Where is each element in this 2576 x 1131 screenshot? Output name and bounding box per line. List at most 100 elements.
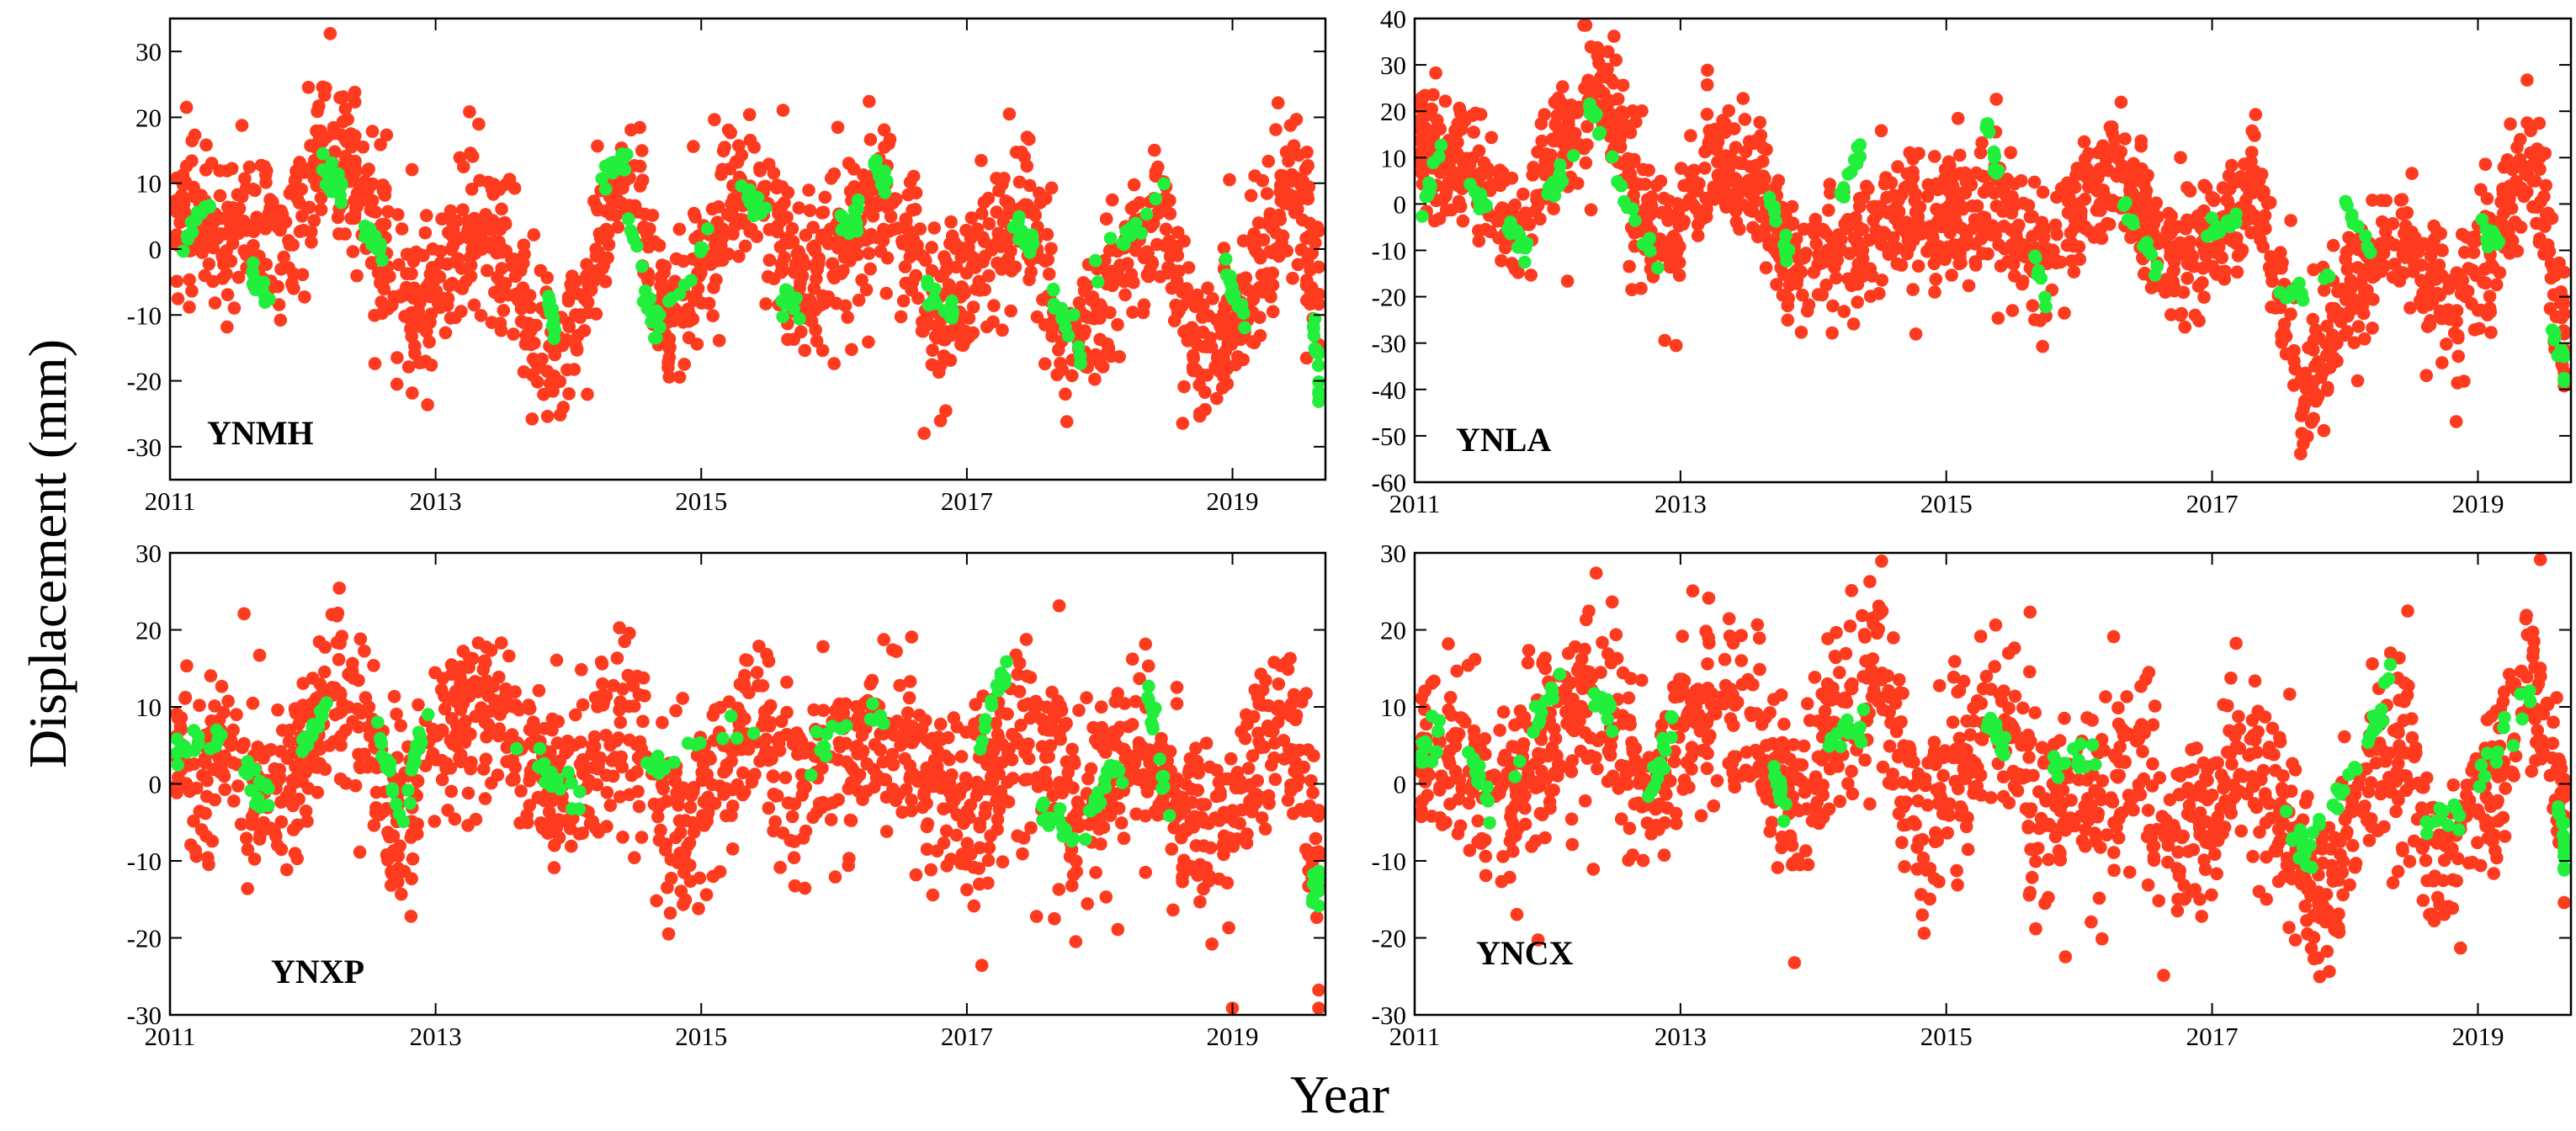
point-red [2164, 308, 2178, 321]
point-red [220, 288, 235, 302]
point-red [975, 207, 989, 220]
point-red [1012, 685, 1027, 698]
point-red [2450, 276, 2464, 290]
point-red [824, 813, 838, 826]
point-red [1103, 305, 1117, 320]
point-red [1654, 174, 1668, 188]
point-red [367, 659, 380, 672]
point-red [374, 138, 387, 151]
point-green [324, 184, 338, 199]
point-red [171, 292, 185, 305]
y-tick-label: -20 [1372, 283, 1406, 312]
point-red [2486, 261, 2500, 274]
point-red [1230, 766, 1245, 779]
point-red [442, 226, 455, 240]
point-red [237, 736, 251, 751]
point-red [2449, 415, 2463, 428]
point-green [1157, 177, 1171, 191]
point-red [341, 113, 355, 126]
point-red [794, 325, 808, 339]
point-red [429, 753, 443, 767]
point-red [611, 220, 625, 234]
point-red [1463, 158, 1477, 172]
point-red [1022, 178, 1037, 193]
point-red [1785, 199, 1799, 214]
point-red [2431, 263, 2445, 277]
point-green [793, 312, 806, 326]
point-red [981, 191, 996, 205]
point-red [750, 666, 764, 679]
point-red [1281, 794, 1295, 807]
point-red [1137, 251, 1151, 265]
point-red [2069, 201, 2083, 215]
point-red [2424, 249, 2438, 263]
point-red [542, 805, 556, 819]
point-red [1675, 216, 1688, 230]
point-red [338, 158, 352, 172]
point-red [2135, 162, 2148, 176]
point-red [876, 773, 890, 786]
point-red [1458, 114, 1472, 128]
point-red [939, 824, 953, 838]
point-red [1901, 234, 1915, 247]
point-red [689, 288, 703, 302]
point-red [2050, 227, 2063, 242]
point-red [613, 621, 626, 635]
point-red [1244, 188, 1258, 203]
point-red [1793, 253, 1807, 267]
point-red [778, 251, 791, 264]
point-red [1906, 283, 1920, 296]
point-red [958, 310, 971, 324]
point-red [1684, 129, 1697, 142]
point-red [353, 178, 367, 193]
point-red [362, 162, 375, 176]
point-red [925, 241, 938, 254]
point-red [401, 360, 416, 374]
point-green [252, 275, 266, 289]
point-red [2178, 320, 2192, 334]
point-red [411, 248, 425, 263]
point-red [226, 201, 240, 215]
point-red [654, 798, 667, 811]
point-red [787, 851, 801, 864]
point-red [1257, 741, 1272, 754]
point-red [1947, 239, 1961, 253]
point-red [1038, 765, 1052, 779]
point-red [1927, 257, 1941, 271]
point-red [1125, 652, 1139, 666]
point-red [788, 797, 802, 811]
y-tick-label: 20 [135, 103, 162, 132]
point-red [332, 581, 347, 595]
point-red [1594, 71, 1607, 84]
point-red [1438, 94, 1453, 108]
point-red [1669, 338, 1683, 353]
point-red [440, 299, 454, 312]
point-green [1628, 214, 1642, 227]
point-red [2510, 141, 2524, 154]
panel-label-ynla: YNLA [1456, 421, 1551, 459]
point-red [1205, 937, 1219, 951]
point-red [481, 175, 496, 189]
point-red [906, 275, 920, 289]
point-red [1579, 156, 1593, 170]
point-red [1223, 173, 1236, 187]
point-red [2090, 172, 2105, 185]
point-red [919, 714, 932, 727]
point-green [1587, 110, 1601, 124]
point-red [917, 427, 931, 440]
point-red [974, 253, 987, 267]
point-green [1553, 167, 1567, 181]
point-red [1180, 282, 1193, 295]
point-red [282, 735, 296, 748]
point-green [625, 227, 640, 242]
point-red [247, 217, 261, 231]
point-red [424, 307, 438, 321]
point-red [1269, 226, 1283, 240]
point-red [952, 320, 966, 334]
point-red [1555, 97, 1570, 111]
point-red [1591, 49, 1605, 63]
point-red [1190, 288, 1204, 302]
point-red [1966, 199, 1979, 213]
point-red [368, 309, 381, 322]
point-green [1015, 226, 1028, 240]
